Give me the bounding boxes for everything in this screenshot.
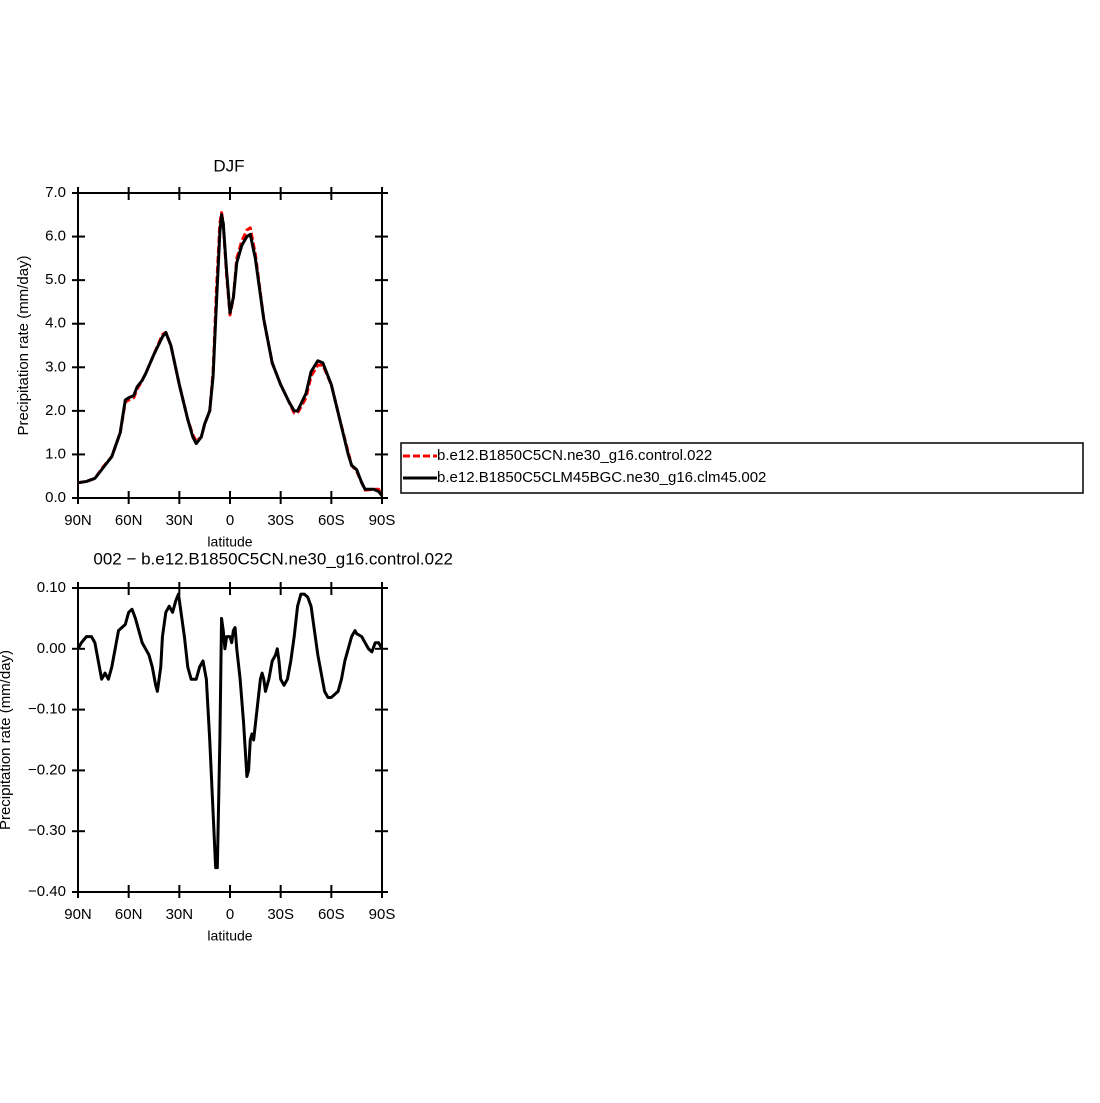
- x-tick-label: 0: [226, 906, 234, 923]
- y-tick-label: −0.40: [28, 883, 66, 900]
- legend-box: [400, 442, 1084, 494]
- data-line: [77, 213, 384, 497]
- x-tick-label: 60N: [115, 512, 143, 529]
- y-tick-label: 4.0: [45, 315, 66, 332]
- data-line: [76, 592, 384, 870]
- y-tick-label: 5.0: [45, 271, 66, 288]
- chart-title: DJF: [213, 156, 244, 175]
- x-tick-label: 0: [226, 512, 234, 529]
- y-axis-label: Precipitation rate (mm/day): [0, 650, 14, 830]
- x-tick-label: 90S: [369, 906, 396, 923]
- y-tick-label: 7.0: [45, 184, 66, 201]
- data-line: [77, 211, 384, 497]
- y-tick-label: 0.0: [45, 489, 66, 506]
- y-tick-label: 2.0: [45, 402, 66, 419]
- y-tick-label: −0.20: [28, 761, 66, 778]
- plot-frame: [77, 587, 383, 893]
- x-tick-label: 30S: [267, 512, 294, 529]
- y-tick-label: −0.30: [28, 822, 66, 839]
- plot-frame: [77, 192, 383, 499]
- x-tick-label: 60S: [318, 906, 345, 923]
- x-tick-label: 60N: [115, 906, 143, 923]
- legend-label: b.e12.B1850C5CLM45BGC.ne30_g16.clm45.002: [437, 469, 766, 486]
- y-axis-label: Precipitation rate (mm/day): [15, 255, 32, 435]
- y-tick-label: −0.10: [28, 701, 66, 718]
- y-tick-label: 0.00: [37, 640, 66, 657]
- x-tick-label: 30S: [267, 906, 294, 923]
- y-tick-label: 1.0: [45, 445, 66, 462]
- chart-title: 002 − b.e12.B1850C5CN.ne30_g16.control.0…: [93, 549, 453, 568]
- x-tick-label: 90N: [64, 906, 92, 923]
- x-tick-label: 30N: [166, 906, 194, 923]
- y-tick-label: 3.0: [45, 358, 66, 375]
- y-tick-label: 6.0: [45, 228, 66, 245]
- x-axis-label: latitude: [207, 928, 252, 944]
- x-tick-label: 30N: [166, 512, 194, 529]
- x-tick-label: 60S: [318, 512, 345, 529]
- legend-label: b.e12.B1850C5CN.ne30_g16.control.022: [437, 447, 712, 464]
- x-tick-label: 90S: [369, 512, 396, 529]
- x-axis-label: latitude: [207, 534, 252, 550]
- x-tick-label: 90N: [64, 512, 92, 529]
- y-tick-label: 0.10: [37, 579, 66, 596]
